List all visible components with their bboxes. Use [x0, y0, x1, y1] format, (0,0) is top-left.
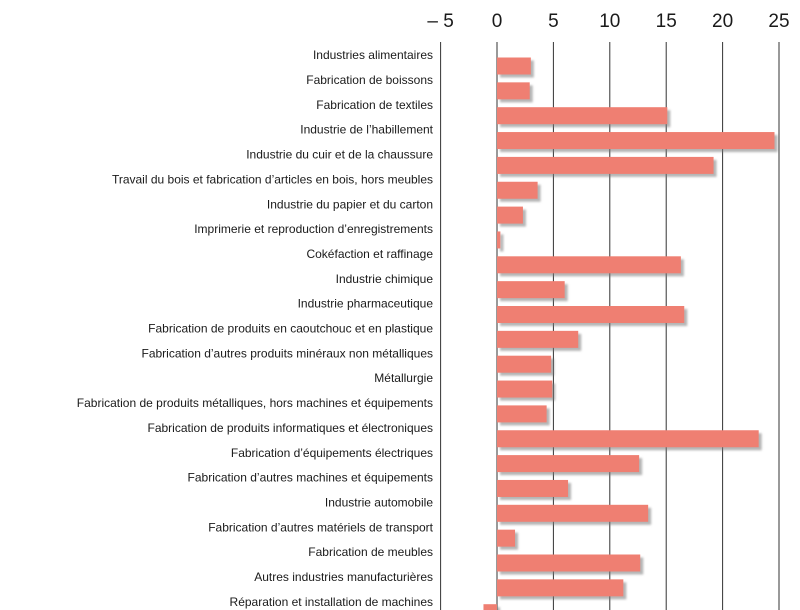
y-tick-label: Fabrication d’équipements électriques: [231, 446, 433, 460]
y-tick-label: Fabrication de textiles: [316, 98, 433, 112]
bar: [497, 504, 649, 522]
bar: [497, 231, 501, 249]
bar: [497, 405, 547, 423]
bar: [497, 479, 569, 497]
bar: [497, 156, 714, 174]
y-tick-label: Industrie du papier et du carton: [267, 197, 433, 211]
x-tick-label: 25: [768, 11, 789, 32]
bar: [497, 380, 553, 398]
bar: [497, 455, 640, 473]
y-tick-label: Industrie de l’habillement: [300, 123, 433, 137]
bar: [497, 355, 552, 373]
x-tick-label: 0: [492, 11, 503, 32]
y-tick-label: Fabrication de meubles: [308, 545, 433, 559]
x-tick-label: 20: [712, 11, 733, 32]
y-tick-label: Autres industries manufacturières: [254, 570, 433, 584]
bar: [497, 579, 624, 597]
y-tick-label: Industrie pharmaceutique: [298, 297, 434, 311]
bar: [497, 57, 531, 75]
bar: [497, 330, 579, 348]
y-tick-label: Fabrication d’autres matériels de transp…: [208, 520, 433, 534]
bar: [483, 604, 497, 610]
y-tick-label: Industrie du cuir et de la chaussure: [246, 148, 433, 162]
x-tick-label: 10: [599, 11, 620, 32]
y-tick-label: Fabrication de produits métalliques, hor…: [77, 396, 433, 410]
bar: [497, 430, 759, 448]
bar: [497, 281, 565, 299]
y-tick-label: Réparation et installation de machines: [230, 595, 433, 609]
bar: [497, 529, 516, 547]
bar: [497, 206, 523, 224]
x-tick-label: – 5: [427, 11, 453, 32]
y-tick-label: Industrie automobile: [325, 495, 433, 509]
y-tick-label: Industries alimentaires: [313, 48, 433, 62]
y-tick-label: Fabrication de produits informatiques et…: [148, 421, 434, 435]
y-tick-label: Métallurgie: [374, 371, 433, 385]
y-tick-label: Fabrication de boissons: [306, 73, 433, 87]
bar: [497, 256, 681, 274]
y-tick-label: Industrie chimique: [336, 272, 434, 286]
y-tick-label: Cokéfaction et raffinage: [306, 247, 433, 261]
y-tick-label: Imprimerie et reproduction d’enregistrem…: [194, 222, 433, 236]
bar: [497, 554, 641, 572]
bar: [497, 181, 538, 199]
x-tick-label: 15: [656, 11, 677, 32]
bar: [497, 132, 775, 150]
y-tick-label: Fabrication de produits en caoutchouc et…: [148, 322, 433, 336]
bar: [497, 82, 530, 100]
y-tick-label: Fabrication d’autres produits minéraux n…: [142, 346, 434, 360]
y-tick-label: Fabrication d’autres machines et équipem…: [188, 471, 433, 485]
bar: [497, 107, 668, 125]
y-tick-label: Travail du bois et fabrication d’article…: [112, 172, 433, 186]
x-tick-label: 5: [548, 11, 559, 32]
bar: [497, 306, 685, 323]
